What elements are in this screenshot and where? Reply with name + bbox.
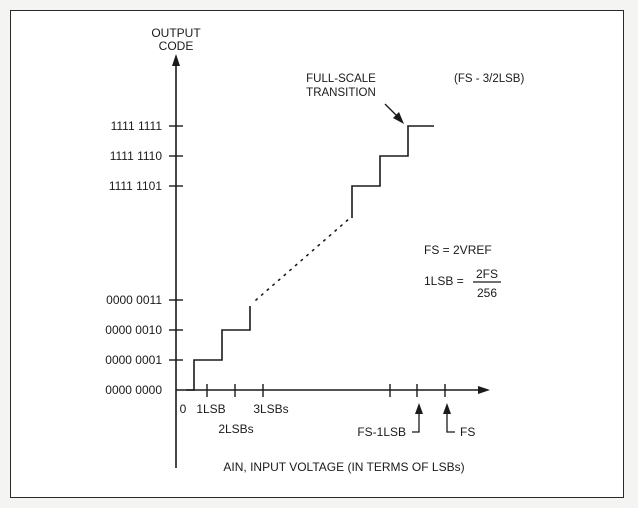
full-scale-pointer-arrowhead <box>393 112 404 124</box>
x-axis-arrowhead <box>478 386 490 394</box>
y-axis-title-line2: CODE <box>159 39 194 53</box>
x-label-fs: FS <box>460 425 475 439</box>
y-code-label: 0000 0000 <box>105 383 162 397</box>
y-code-label: 1111 1110 <box>110 149 163 163</box>
full-scale-label-line2: TRANSITION <box>306 87 376 99</box>
lsb-equation-prefix: 1LSB = <box>424 274 464 288</box>
y-code-label: 0000 0010 <box>105 323 162 337</box>
x-label-2lsb: 2LSBs <box>218 422 253 436</box>
lsb-denominator: 256 <box>477 286 497 300</box>
fs-equation: FS = 2VREF <box>424 243 492 257</box>
y-ticks <box>169 125 183 361</box>
lower-staircase <box>186 306 251 391</box>
full-scale-label-line1: FULL-SCALE <box>306 73 376 85</box>
figure-frame <box>10 10 624 498</box>
y-axis-title-line1: OUTPUT <box>151 26 201 40</box>
y-code-label: 0000 0011 <box>106 293 162 307</box>
y-code-label: 1111 1101 <box>109 179 162 193</box>
y-code-label: 0000 0001 <box>105 353 162 367</box>
x-axis-title: AIN, INPUT VOLTAGE (IN TERMS OF LSBs) <box>223 460 464 474</box>
x-ticks <box>206 384 446 397</box>
y-code-label: 1111 1111 <box>111 119 163 133</box>
fs-1lsb-arrowhead <box>415 403 423 414</box>
dotted-continuation <box>255 217 351 301</box>
x-label-1lsb: 1LSB <box>196 402 225 416</box>
fs-bracket <box>446 414 455 433</box>
fs-minus-label: (FS - 3/2LSB) <box>454 73 524 85</box>
x-label-3lsb: 3LSBs <box>253 402 288 416</box>
lsb-numerator: 2FS <box>476 267 498 281</box>
y-axis-arrowhead <box>172 54 180 66</box>
upper-staircase <box>351 125 434 218</box>
fs-1lsb-bracket <box>412 414 420 433</box>
x-label-fs-1lsb: FS-1LSB <box>357 425 406 439</box>
fs-arrowhead <box>443 403 451 414</box>
x-label-zero: 0 <box>180 402 187 416</box>
